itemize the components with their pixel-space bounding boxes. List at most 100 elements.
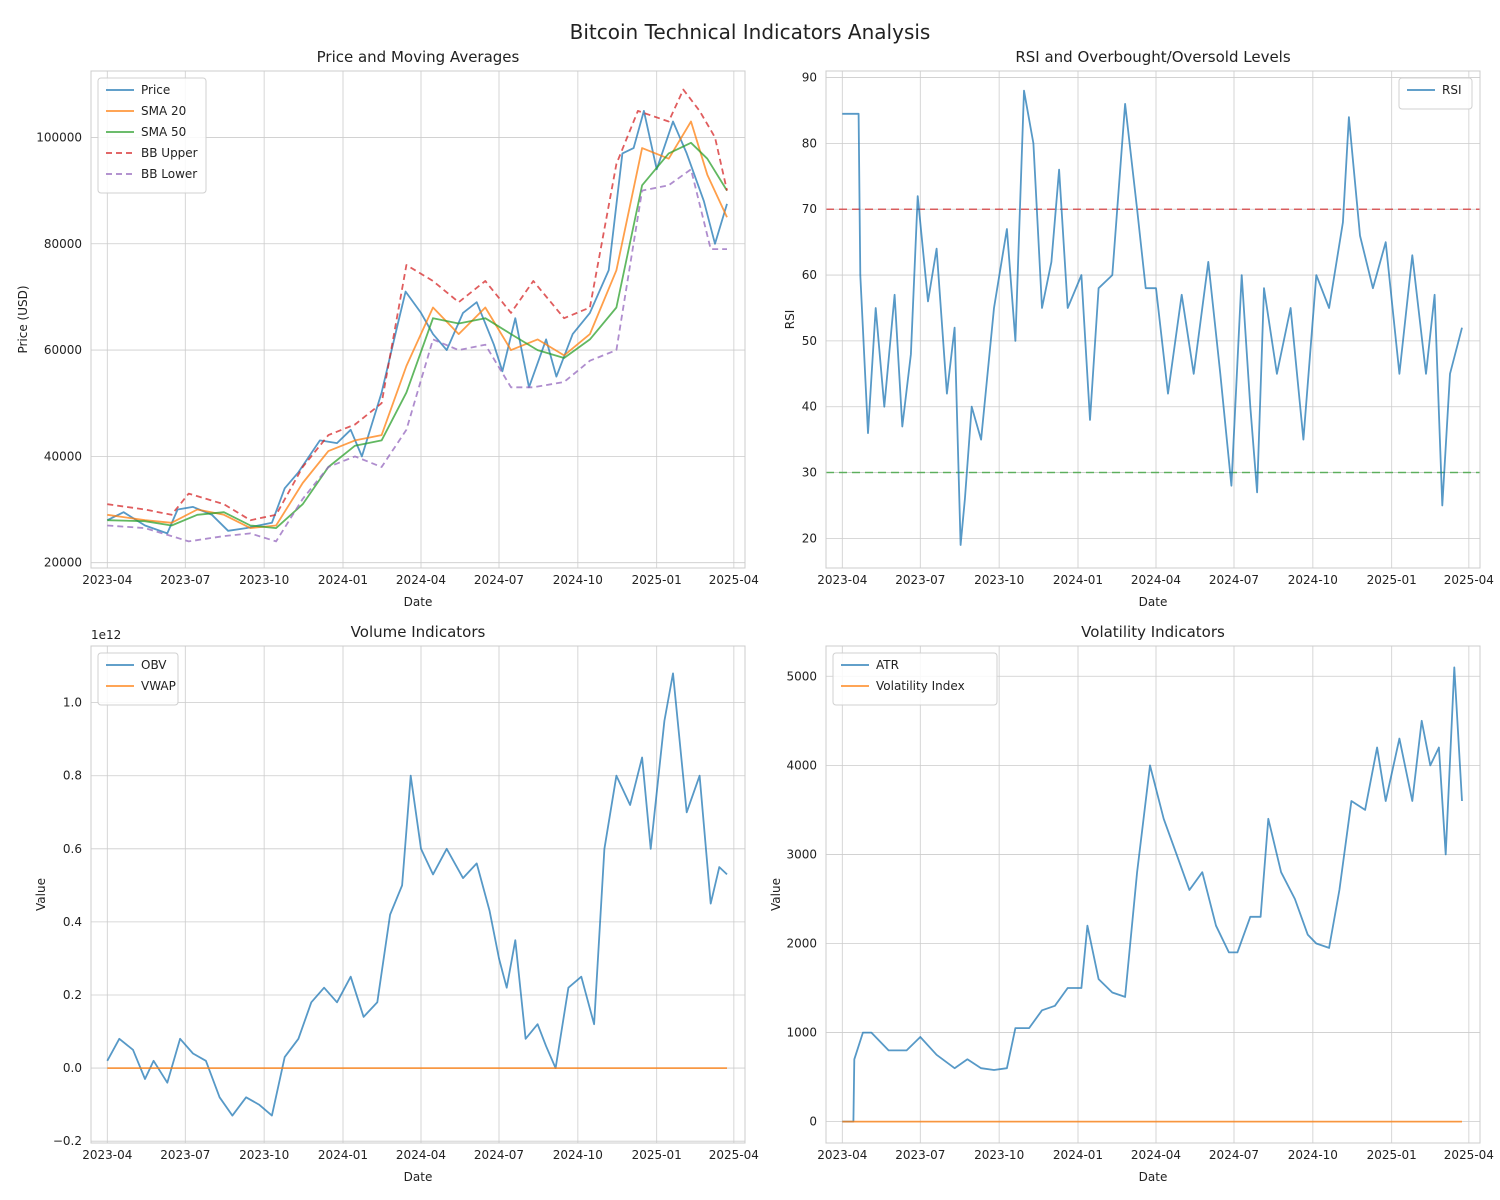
x-tick-label: 2025-04 [1444,573,1494,587]
series-line-price [106,110,728,535]
x-tick-label: 2024-10 [553,1148,603,1162]
y-tick-label: 100000 [36,130,82,144]
series-line-bb-lower [107,168,727,543]
panel-3: 2023-04 2023-07 2023-10 2024-01 2024-04 2024-… [34,623,759,1184]
legend-label: SMA 20 [141,104,186,118]
y-tick-label: 3000 [786,847,817,861]
x-tick-label: 2024-07 [1209,573,1259,587]
y-axis-label: Value [34,878,48,911]
series-line-obv [106,672,728,1117]
x-tick-label: 2025-01 [1367,1148,1417,1162]
y-tick-label: 1000 [786,1026,817,1040]
x-tick-label: 2024-07 [474,573,524,587]
x-tick-label: 2024-07 [474,1148,524,1162]
legend-label: BB Upper [141,146,198,160]
y-tick-label: 70 [802,202,817,216]
x-tick-label: 2023-07 [160,573,210,587]
x-tick-label: 2025-01 [632,573,682,587]
y-tick-label: −0.2 [53,1134,82,1148]
series-line-sma-50 [107,141,728,529]
x-axis-label: Date [404,1170,433,1184]
x-tick-label: 2024-01 [1053,1148,1103,1162]
x-tick-label: 2023-10 [974,1148,1024,1162]
x-tick-label: 2024-04 [396,1148,446,1162]
x-tick-label: 2023-04 [82,573,132,587]
y-tick-label: 0.8 [63,769,82,783]
legend: Price SMA 20 SMA 50 BB Upper BB Lower [97,77,207,194]
x-tick-label: 2023-07 [895,573,945,587]
panel-title: Volatility Indicators [1081,623,1225,641]
legend: RSI [1398,77,1473,110]
x-tick-label: 2025-04 [1444,1148,1494,1162]
series-line-atr [842,666,1463,1123]
legend-label: RSI [1442,83,1462,97]
x-tick-label: 2024-04 [1131,1148,1181,1162]
y-axis-label: Value [769,878,783,911]
y-tick-label: 90 [802,71,817,85]
legend-label: OBV [141,658,167,672]
panel-title: Volume Indicators [351,623,486,641]
y-tick-label: 80000 [44,237,82,251]
legend-label: Price [141,83,170,97]
plot-frame [825,645,1481,1144]
y-tick-label: 5000 [786,669,817,683]
x-tick-label: 2023-07 [160,1148,210,1162]
x-axis-label: Date [1139,1170,1168,1184]
y-tick-label: 60 [802,268,817,282]
panel-2: 2023-04 2023-07 2023-10 2024-01 2024-04 2024-… [783,48,1494,609]
panel-1: 2023-04 2023-07 2023-10 2024-01 2024-04 2024-… [16,48,759,609]
y-tick-label: 30 [802,466,817,480]
legend: OBV VWAP [97,652,179,706]
x-tick-label: 2023-10 [974,573,1024,587]
y-tick-label: 0 [809,1115,817,1129]
legend-box [97,77,207,194]
y-tick-label: 80 [802,136,817,150]
x-axis-label: Date [404,595,433,609]
y-axis-label: RSI [783,310,797,330]
x-tick-label: 2023-07 [895,1148,945,1162]
x-tick-label: 2024-07 [1209,1148,1259,1162]
x-tick-label: 2025-04 [709,573,759,587]
y-tick-label: 50 [802,334,817,348]
y-tick-label: 60000 [44,343,82,357]
y-tick-label: 20 [802,531,817,545]
y-tick-label: 20000 [44,556,82,570]
x-tick-label: 2024-04 [1131,573,1181,587]
y-tick-label: 2000 [786,936,817,950]
x-tick-label: 2024-10 [553,573,603,587]
x-tick-label: 2024-01 [318,573,368,587]
x-axis-label: Date [1139,595,1168,609]
y-tick-label: 0.2 [63,988,82,1002]
legend-label: BB Lower [141,167,197,181]
panel-4: 2023-04 2023-07 2023-10 2024-01 2024-04 2024-… [769,623,1494,1184]
legend-box [1398,77,1473,110]
series-line-rsi [842,89,1463,546]
y-tick-label: 40 [802,400,817,414]
x-tick-label: 2024-10 [1288,1148,1338,1162]
x-tick-label: 2023-04 [82,1148,132,1162]
y-tick-label: 0.0 [63,1061,82,1075]
panel-title: Price and Moving Averages [317,48,520,66]
x-tick-label: 2023-04 [817,1148,867,1162]
x-tick-label: 2025-01 [632,1148,682,1162]
series-line-sma-20 [107,120,728,529]
legend-box [97,652,179,706]
panel-title: RSI and Overbought/Oversold Levels [1015,48,1290,66]
plot-frame [90,645,746,1144]
series-line-bb-upper [107,88,728,522]
x-tick-label: 2024-01 [1053,573,1103,587]
figure-title: Bitcoin Technical Indicators Analysis [570,20,931,44]
x-tick-label: 2025-04 [709,1148,759,1162]
legend-label: Volatility Index [876,679,965,693]
legend-label: SMA 50 [141,125,186,139]
y-scale-multiplier: 1e12 [91,628,121,642]
legend-label: ATR [876,658,899,672]
x-tick-label: 2024-10 [1288,573,1338,587]
x-tick-label: 2023-04 [817,573,867,587]
x-tick-label: 2024-04 [396,573,446,587]
x-tick-label: 2025-01 [1367,573,1417,587]
plot-frame [90,70,746,569]
plot-frame [825,70,1481,569]
x-tick-label: 2024-01 [318,1148,368,1162]
y-tick-label: 4000 [786,758,817,772]
